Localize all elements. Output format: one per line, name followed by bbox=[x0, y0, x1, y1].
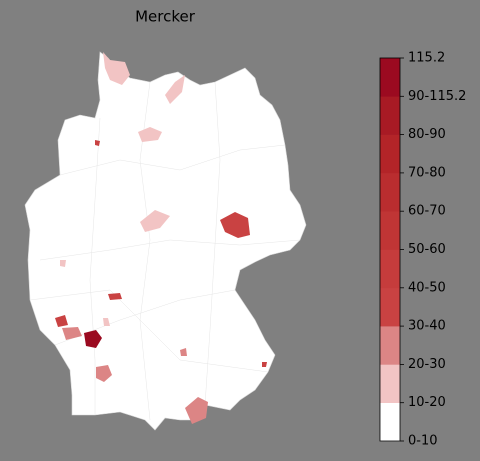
colorbar-band bbox=[380, 402, 400, 442]
colorbar-band bbox=[380, 211, 400, 250]
colorbar-tick-label: 115.2 bbox=[408, 51, 445, 66]
colorbar-tick-label: 80-90 bbox=[408, 127, 446, 142]
region bbox=[140, 210, 170, 232]
region bbox=[180, 348, 187, 356]
colorbar-tick-label: 60-70 bbox=[408, 204, 446, 219]
colorbar-tick-label: 0-10 bbox=[408, 434, 438, 449]
colorbar-tick-label: 10-20 bbox=[408, 395, 446, 410]
region bbox=[84, 330, 102, 348]
region bbox=[55, 315, 68, 327]
region bbox=[103, 318, 110, 326]
colorbar-band bbox=[380, 326, 400, 365]
region bbox=[138, 127, 162, 142]
region bbox=[262, 362, 267, 367]
region bbox=[185, 397, 208, 424]
colorbar-band bbox=[380, 58, 400, 97]
region bbox=[62, 327, 82, 340]
colorbar-tick-label: 70-80 bbox=[408, 165, 446, 180]
map-title: Mercker bbox=[135, 8, 196, 26]
colorbar-band bbox=[380, 172, 400, 212]
colorbar-tick-label: 50-60 bbox=[408, 242, 446, 257]
map bbox=[24, 51, 307, 431]
region bbox=[96, 365, 112, 382]
region bbox=[220, 212, 250, 238]
region bbox=[108, 293, 122, 300]
colorbar-tick-label: 20-30 bbox=[408, 357, 446, 372]
colorbar-band bbox=[380, 134, 400, 174]
region bbox=[95, 140, 100, 146]
colorbar-tick-label: 30-40 bbox=[408, 319, 446, 334]
colorbar-tick-label: 40-50 bbox=[408, 280, 446, 295]
colorbar-band bbox=[380, 96, 400, 135]
region bbox=[103, 52, 130, 85]
colorbar-band bbox=[380, 364, 400, 403]
region bbox=[60, 260, 66, 267]
colorbar-tick-label: 90-115.2 bbox=[408, 89, 466, 104]
colorbar-band bbox=[380, 287, 400, 327]
region bbox=[165, 75, 185, 104]
colorbar: 0-10 10-20 20-30 30-40 40-50 50-60 60-70 70-80 8… bbox=[379, 51, 466, 449]
colorbar-band bbox=[380, 249, 400, 289]
